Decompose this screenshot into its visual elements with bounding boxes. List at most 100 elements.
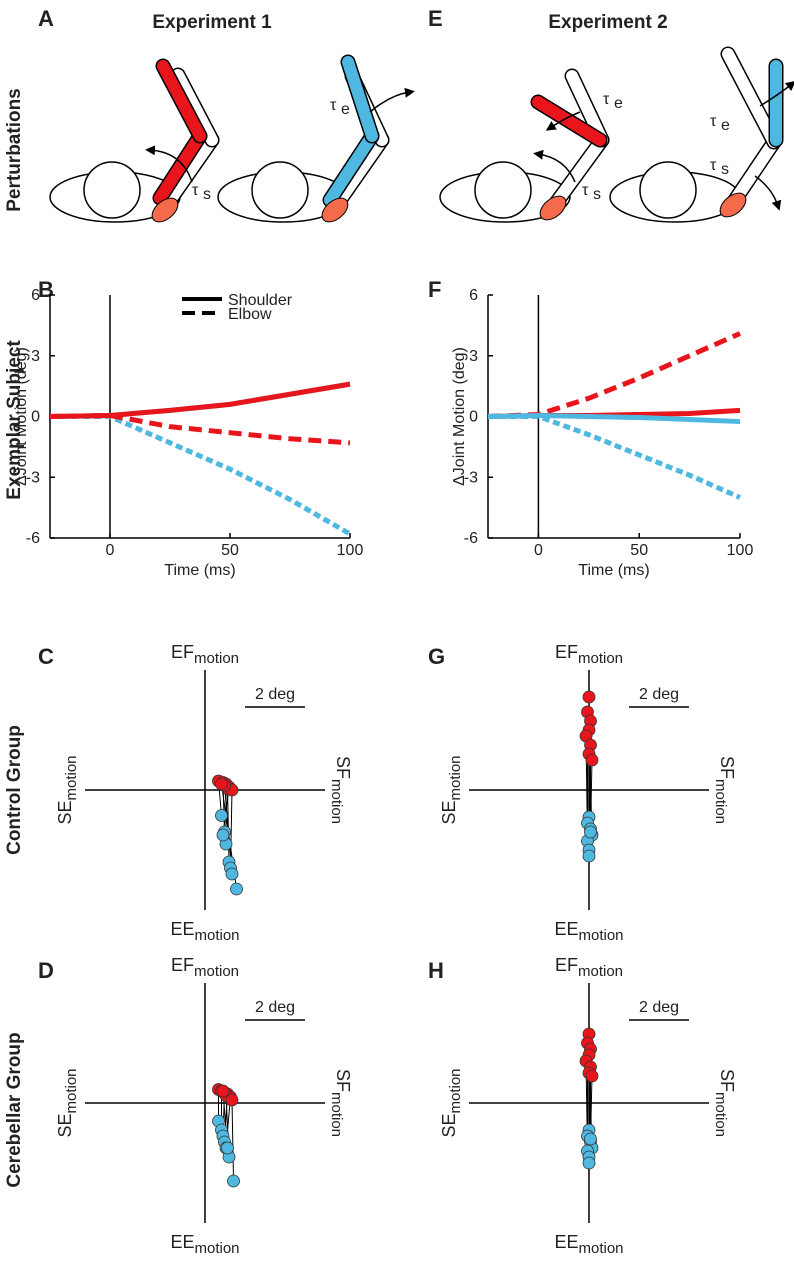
y-tick-label: 6 xyxy=(31,287,40,304)
y-tick-label: -3 xyxy=(26,469,40,486)
torque-symbol: τ xyxy=(192,182,199,199)
axis-label-main: EE xyxy=(554,919,578,939)
arm-diagram: τ s xyxy=(49,58,220,223)
arm-diagram: τ e τ s xyxy=(609,46,794,223)
axis-label-main: EE xyxy=(170,1232,194,1252)
y-tick-label: 0 xyxy=(469,409,478,426)
axis-label-sub: motion xyxy=(194,963,239,980)
axis-label: SEmotion xyxy=(55,755,80,824)
x-tick-label: 50 xyxy=(221,542,239,559)
pair-line xyxy=(231,1099,234,1182)
point xyxy=(585,1069,599,1083)
row-label: Perturbations xyxy=(4,88,25,212)
experiment-title: Experiment 1 xyxy=(152,12,272,33)
panel-label: A xyxy=(38,6,54,31)
point xyxy=(584,1132,597,1146)
axis-label: SEmotion xyxy=(439,755,464,824)
scale-bar-label: 2 deg xyxy=(639,999,679,1016)
y-tick-label: -6 xyxy=(464,530,478,547)
x-tick-label: 100 xyxy=(727,542,754,559)
legend-label: Elbow xyxy=(228,306,272,323)
point xyxy=(230,882,243,896)
axis-label-sub: motion xyxy=(578,927,623,944)
axis-label-sub: motion xyxy=(578,963,623,980)
axis-label-sub: motion xyxy=(194,650,239,667)
axis-label-sub: motion xyxy=(712,779,729,824)
point xyxy=(215,809,228,822)
point xyxy=(225,1093,239,1107)
scale-bar-label: 2 deg xyxy=(255,686,295,703)
torque-symbol: τ xyxy=(330,97,337,114)
torque-subscript: e xyxy=(341,101,350,118)
point xyxy=(584,825,597,839)
x-axis-label: Time (ms) xyxy=(164,562,235,579)
axis-label: EEmotion xyxy=(170,919,239,944)
row-label: Control Group xyxy=(4,725,25,855)
panel-label: B xyxy=(38,277,54,302)
axis-label: EFmotion xyxy=(555,642,623,667)
axis-label: SEmotion xyxy=(439,1068,464,1137)
y-tick-label: -3 xyxy=(464,469,478,486)
torque-symbol: τ xyxy=(710,113,717,130)
torque-subscript: s xyxy=(721,161,729,178)
row-label: Exemplar Subject xyxy=(4,340,25,500)
axis-label-sub: motion xyxy=(447,755,464,800)
experiment-title: Experiment 2 xyxy=(548,12,667,33)
axis-label-sub: motion xyxy=(194,1240,239,1257)
x-tick-label: 100 xyxy=(337,542,364,559)
torque-symbol: τ xyxy=(582,182,589,199)
axis-label: EFmotion xyxy=(171,642,239,667)
axis-label-main: SE xyxy=(439,1114,459,1138)
axis-label: EEmotion xyxy=(170,1232,239,1257)
arm-diagram: τ e τ s xyxy=(439,68,623,223)
point xyxy=(227,1174,240,1188)
scale-bar-label: 2 deg xyxy=(255,999,295,1016)
axis-label: EEmotion xyxy=(554,1232,623,1257)
panel-label: G xyxy=(428,644,445,669)
axis-label-main: SE xyxy=(439,801,459,825)
point xyxy=(585,753,599,767)
x-tick-label: 0 xyxy=(534,542,543,559)
arm-diagram: τ e xyxy=(217,54,415,223)
data-line xyxy=(488,414,742,500)
row-label: Cerebellar Group xyxy=(4,1032,25,1187)
y-axis-label: ΔJoint Motion (deg) xyxy=(451,347,468,486)
axis-label: EFmotion xyxy=(555,955,623,980)
panel-label: F xyxy=(428,277,441,302)
axis-label: SFmotion xyxy=(328,756,353,824)
legend-label: Shoulder xyxy=(228,292,293,309)
axis-label-sub: motion xyxy=(578,650,623,667)
axis-label-sub: motion xyxy=(712,1092,729,1137)
panel-label: E xyxy=(428,6,443,31)
axis-label: EEmotion xyxy=(554,919,623,944)
panel-label: D xyxy=(38,958,54,983)
axis-label-sub: motion xyxy=(578,1240,623,1257)
data-line xyxy=(487,331,742,419)
axis-label-sub: motion xyxy=(63,755,80,800)
torque-subscript: e xyxy=(614,95,623,112)
axis-label-main: SF xyxy=(717,1069,737,1092)
panel-label: C xyxy=(38,644,54,669)
torque-subscript: s xyxy=(203,186,211,203)
panel-label: H xyxy=(428,958,444,983)
y-tick-label: 0 xyxy=(31,409,40,426)
axis-label: EFmotion xyxy=(171,955,239,980)
data-line xyxy=(49,381,351,419)
point xyxy=(582,690,596,704)
y-tick-label: 6 xyxy=(469,287,478,304)
point xyxy=(221,1141,234,1155)
axis-label-main: EF xyxy=(171,955,194,975)
point xyxy=(225,867,239,881)
data-line xyxy=(49,381,351,419)
torque-symbol: τ xyxy=(710,157,717,174)
scale-bar-label: 2 deg xyxy=(639,686,679,703)
x-axis-label: Time (ms) xyxy=(578,562,649,579)
axis-label-main: EF xyxy=(555,955,578,975)
point xyxy=(582,1156,596,1170)
axis-label: SEmotion xyxy=(55,1068,80,1137)
axis-label-main: SF xyxy=(717,756,737,779)
x-tick-label: 0 xyxy=(106,542,115,559)
y-tick-label: -6 xyxy=(26,530,40,547)
y-tick-label: 3 xyxy=(469,348,478,365)
